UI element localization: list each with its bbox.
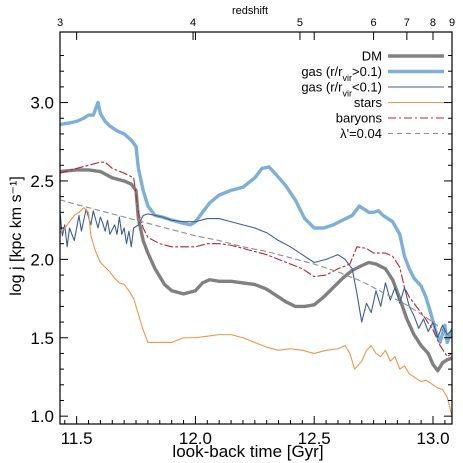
y-tick-label: 2.0 — [30, 250, 54, 269]
y-axis-label: log j [kpc km s⁻¹] — [8, 176, 25, 296]
series-line-4 — [60, 161, 452, 358]
redshift-tick-label: 4 — [190, 17, 196, 29]
series-line-5 — [60, 199, 452, 339]
legend-label-0: DM — [362, 49, 382, 64]
x-tick-label: 13.0 — [416, 429, 449, 448]
plot-area: 11.5 12.0 12.5 13.0 1.0 1.5 2.0 2.5 3.0 3 4 5 6 7 8 9 DM… — [30, 17, 455, 448]
series-group — [60, 100, 452, 417]
legend-label-2: gas (r/rvir<0.1) — [301, 80, 382, 99]
legend-label-1: gas (r/rvir>0.1) — [301, 64, 382, 83]
x-axis-label: look-back time [Gyr] — [172, 442, 323, 461]
series-line-0 — [60, 168, 452, 373]
y-tick-label: 3.0 — [30, 94, 54, 113]
x-tick-label: 12.0 — [179, 429, 212, 448]
x-tick-label: 12.5 — [298, 429, 331, 448]
y-tick-label: 2.5 — [30, 172, 54, 191]
redshift-tick-label: 7 — [404, 17, 410, 29]
redshift-tick-label: 5 — [297, 17, 303, 29]
redshift-tick-label: 9 — [449, 17, 455, 29]
series-line-1 — [60, 100, 452, 345]
y-tick-label: 1.5 — [30, 329, 54, 348]
series-line-3 — [60, 207, 452, 417]
redshift-tick-label: 3 — [57, 17, 63, 29]
x-tick-label: 11.5 — [61, 429, 93, 448]
legend-label-4: baryons — [336, 111, 383, 126]
series-line-2 — [60, 208, 452, 339]
top-axis-label: redshift — [232, 5, 268, 17]
redshift-tick-label: 6 — [371, 17, 377, 29]
y-tick-label: 1.0 — [30, 407, 54, 426]
redshift-tick-label: 8 — [430, 17, 436, 29]
legend-label-3: stars — [354, 95, 383, 110]
legend-label-5: λ'=0.04 — [340, 126, 382, 141]
